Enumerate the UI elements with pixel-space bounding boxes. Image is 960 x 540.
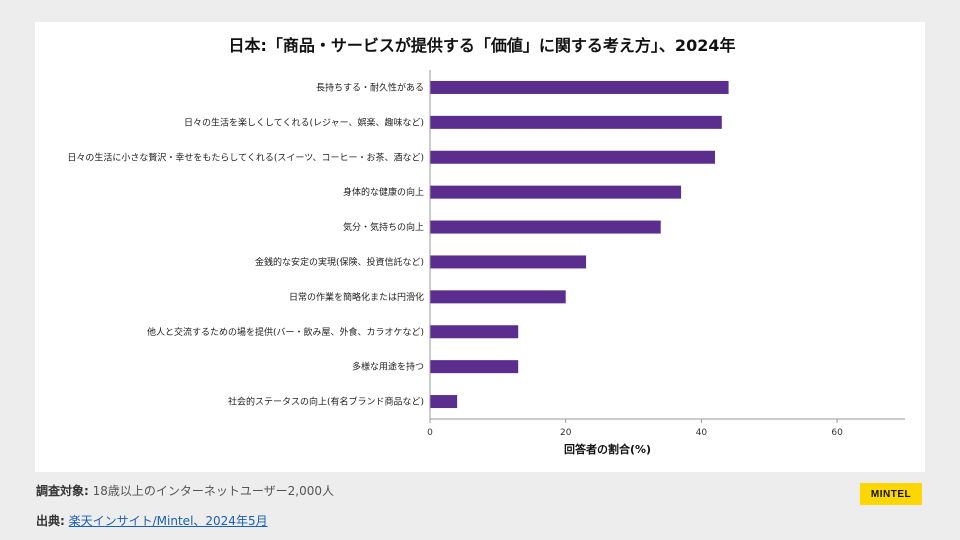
bar: [430, 115, 722, 129]
bar: [430, 150, 715, 164]
bar: [430, 290, 566, 304]
source-link[interactable]: 楽天インサイト/Mintel、2024年5月: [68, 514, 268, 528]
bar: [430, 255, 587, 269]
bar-chart: 日本:「商品・サービスが提供する「価値」に関する考え方」、2024年 長持ちする…: [67, 36, 905, 456]
category-label: 日々の生活に小さな贅沢・幸せをもたらしてくれる(スイーツ、コーヒー・お茶、酒など…: [67, 151, 424, 163]
survey-label: 調査対象:: [36, 484, 89, 498]
x-axis-label: 回答者の割合(%): [564, 442, 651, 456]
x-tick-label: 20: [560, 428, 572, 438]
bar: [430, 185, 682, 199]
category-label: 金銭的な安定の実現(保険、投資信託など): [255, 256, 424, 268]
bar: [430, 395, 458, 409]
bar: [430, 80, 729, 94]
chart-panel: 日本:「商品・サービスが提供する「価値」に関する考え方」、2024年 長持ちする…: [35, 22, 925, 472]
category-label: 長持ちする・耐久性がある: [316, 81, 424, 93]
x-tick-label: 0: [427, 428, 433, 438]
category-label: 日々の生活を楽しくしてくれる(レジャー、娯楽、趣味など): [184, 116, 424, 128]
category-label: 気分・気持ちの向上: [343, 221, 424, 233]
category-label: 多様な用途を持つ: [352, 361, 424, 373]
x-tick-label: 40: [696, 428, 708, 438]
category-label: 日常の作業を簡略化または円滑化: [289, 291, 424, 303]
category-label: 他人と交流するための場を提供(バー・飲み屋、外食、カラオケなど): [147, 326, 424, 338]
x-tick-label: 60: [831, 428, 843, 438]
category-label: 社会的ステータスの向上(有名ブランド商品など): [228, 396, 424, 408]
chart-title: 日本:「商品・サービスが提供する「価値」に関する考え方」、2024年: [229, 36, 736, 55]
bar: [430, 360, 519, 374]
mintel-logo: MINTEL: [860, 483, 922, 505]
bar: [430, 325, 519, 339]
bars-layer: 長持ちする・耐久性がある日々の生活を楽しくしてくれる(レジャー、娯楽、趣味など)…: [67, 80, 843, 438]
survey-text: 18歳以上のインターネットユーザー2,000人: [92, 484, 335, 498]
category-label: 身体的な健康の向上: [343, 186, 424, 198]
source-note: 出典: 楽天インサイト/Mintel、2024年5月: [36, 512, 268, 529]
bar: [430, 220, 661, 234]
survey-note: 調査対象: 18歳以上のインターネットユーザー2,000人: [36, 482, 334, 499]
source-label: 出典:: [36, 514, 65, 528]
